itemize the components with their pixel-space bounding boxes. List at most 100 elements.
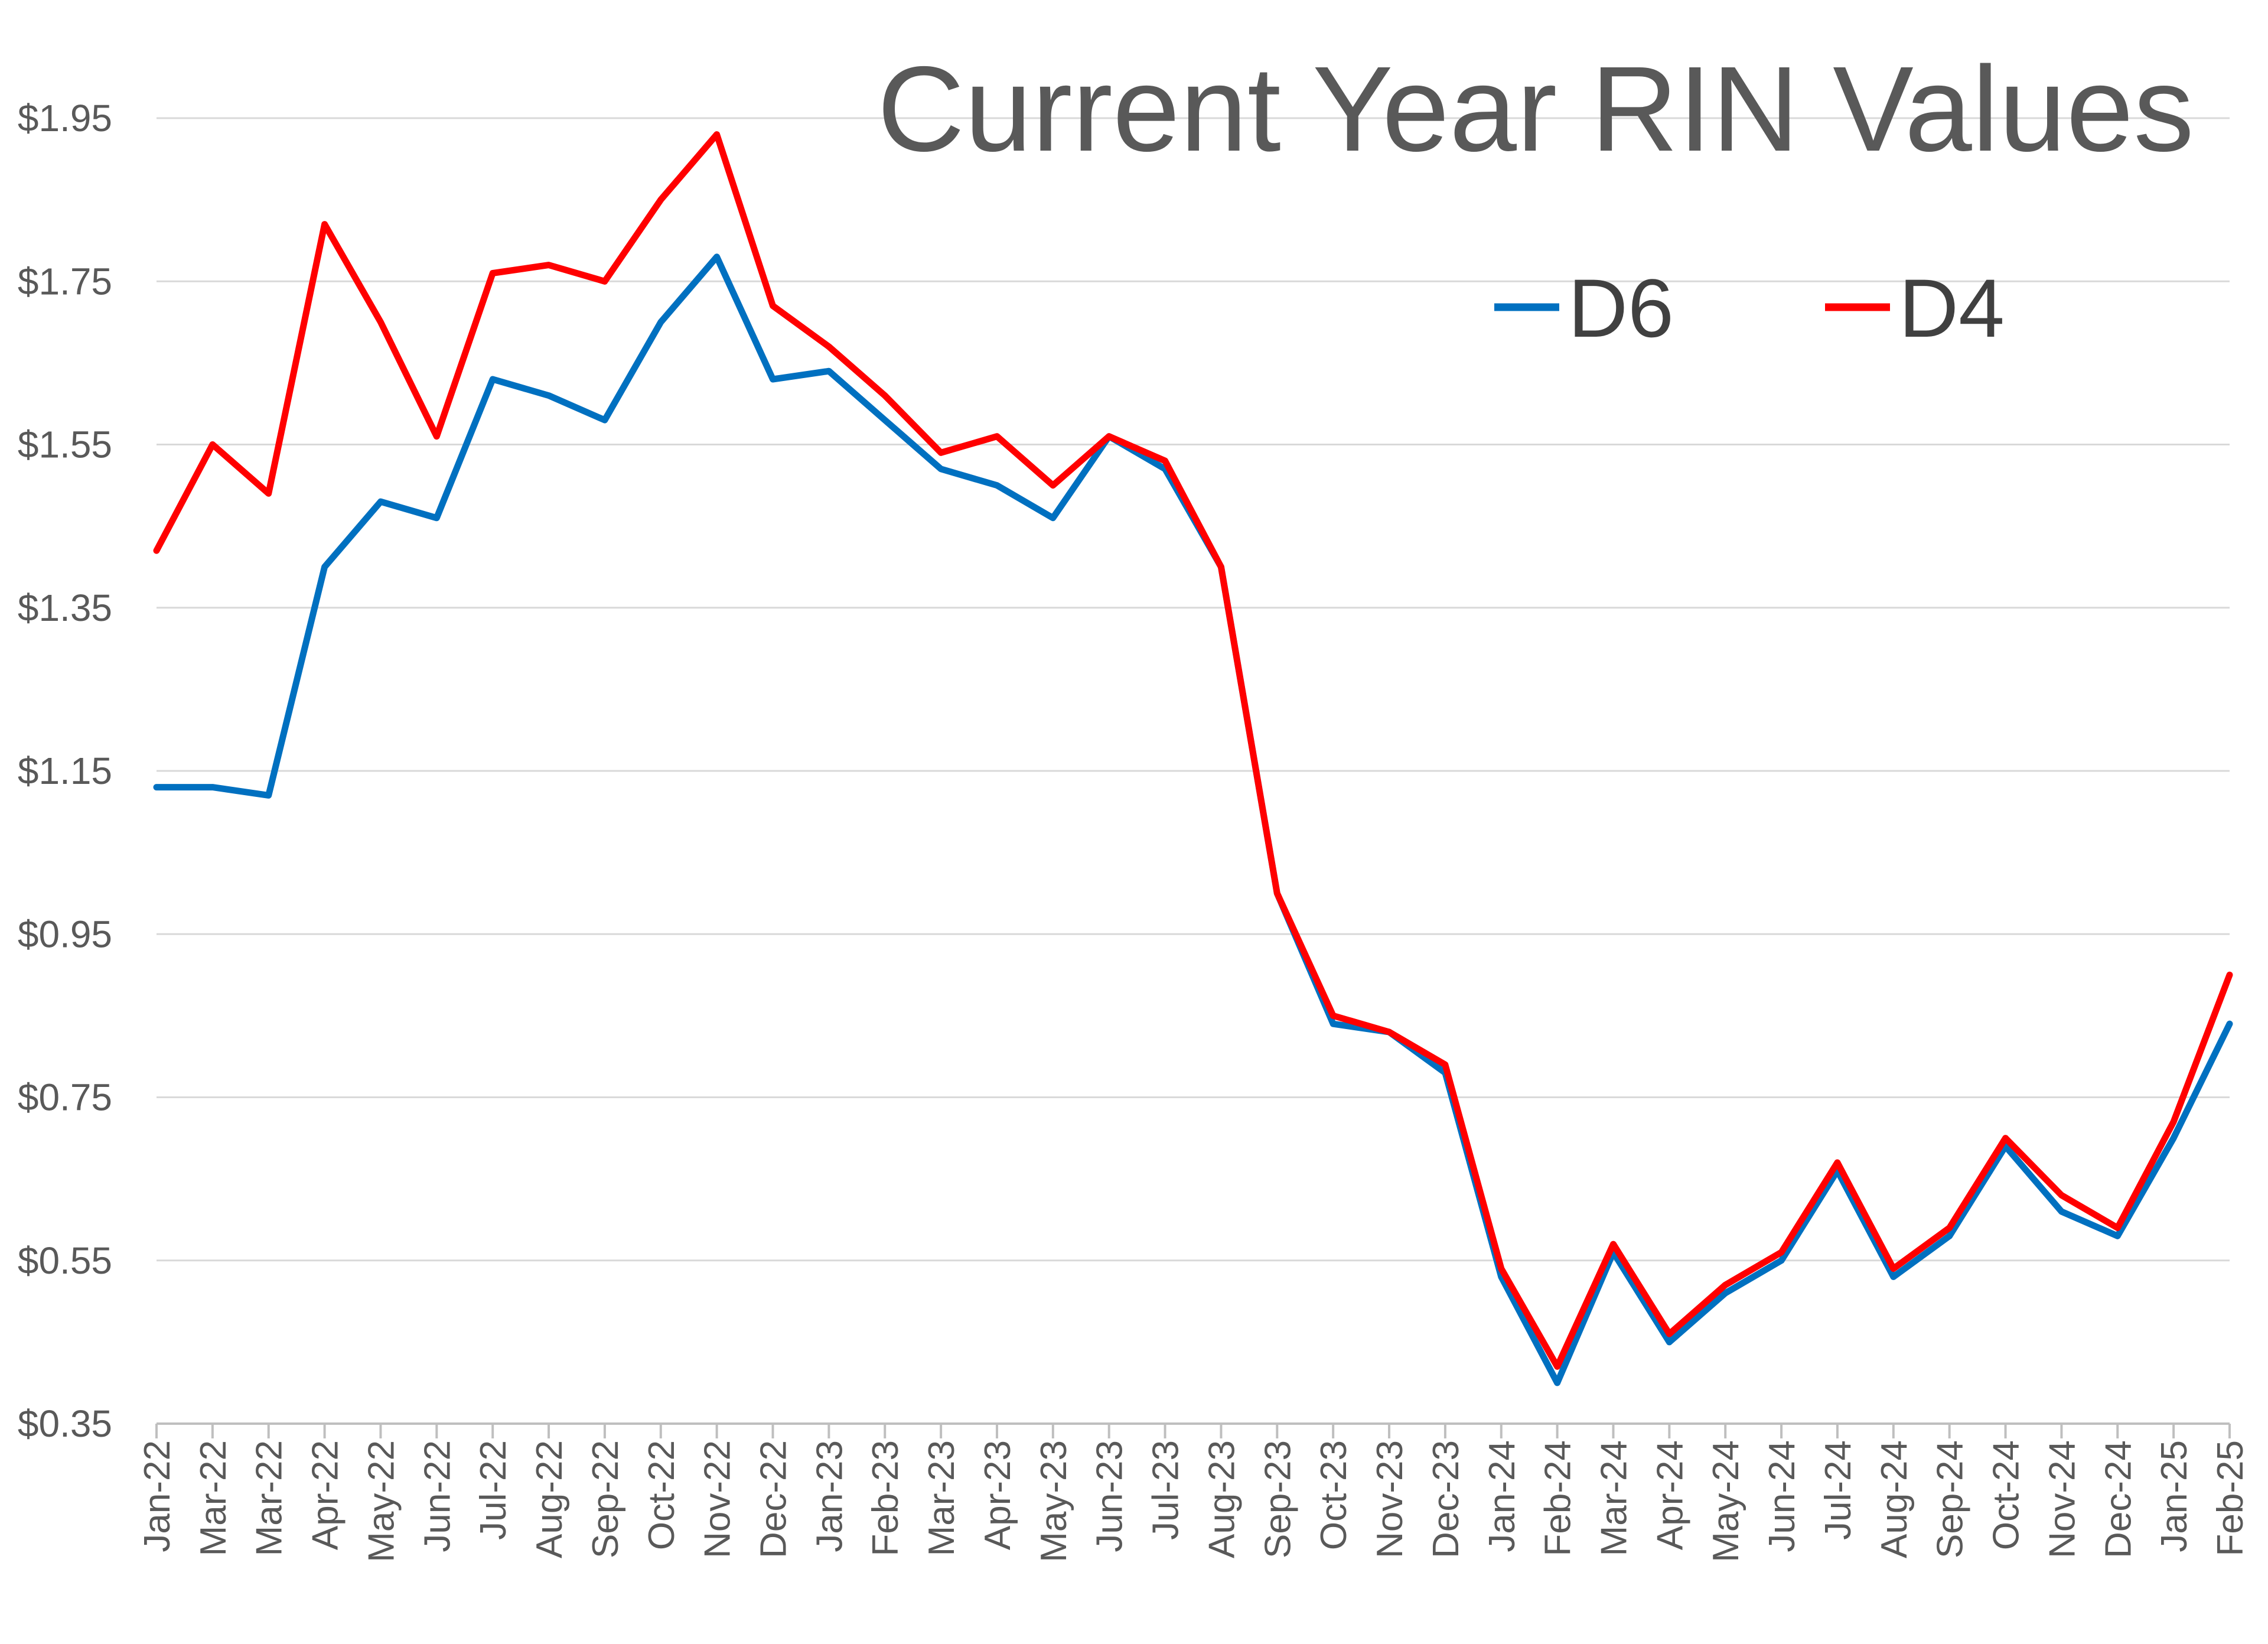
- data-point-d4: [1778, 1249, 1785, 1255]
- x-tick-label: Sep-22: [585, 1440, 626, 1558]
- data-point-d4: [1218, 564, 1224, 570]
- data-point-d4: [1722, 1282, 1729, 1288]
- y-tick-label: $0.55: [18, 1239, 112, 1282]
- y-tick-label: $1.35: [18, 587, 112, 629]
- data-point-d4: [209, 441, 216, 448]
- x-tick-label: Mar-22: [193, 1440, 234, 1556]
- data-point-d4: [1274, 890, 1280, 897]
- legend-label-d6: D6: [1568, 262, 1674, 354]
- data-point-d4: [882, 392, 888, 399]
- x-tick-label: Jul-22: [473, 1440, 514, 1540]
- x-tick-labels: Jan-22 Mar-22 Mar-22 Apr-22 May-22 Jun-22 Jul-…: [137, 1440, 2251, 1562]
- series-d6: [153, 253, 2233, 1386]
- data-point-d4: [1666, 1331, 1673, 1337]
- x-tick-label: Nov-24: [2042, 1440, 2083, 1558]
- x-tick-label: Aug-22: [529, 1440, 570, 1558]
- x-tick-label: Apr-23: [977, 1440, 1018, 1550]
- x-tick-label: Jun-22: [417, 1440, 458, 1552]
- x-tick-label: Jan-24: [1482, 1440, 1523, 1552]
- data-point-d4: [265, 490, 272, 497]
- data-point-d6: [2058, 1208, 2065, 1215]
- x-tick-label: Apr-24: [1650, 1440, 1690, 1550]
- data-point-d4: [993, 433, 1000, 440]
- x-tick-label: Feb-25: [2210, 1440, 2251, 1556]
- data-point-d6: [546, 392, 552, 399]
- x-tick-label: Sep-23: [1257, 1440, 1298, 1558]
- data-point-d6: [154, 784, 159, 790]
- x-tick-label: Dec-23: [1426, 1440, 1467, 1558]
- data-point-d6: [490, 376, 496, 382]
- data-point-d4: [2058, 1192, 2065, 1199]
- data-point-d4: [2227, 972, 2233, 978]
- data-point-d6: [938, 465, 944, 472]
- x-tick-label: Jul-23: [1146, 1440, 1187, 1540]
- data-point-d4: [1610, 1241, 1617, 1248]
- y-tick-label: $0.75: [18, 1076, 112, 1119]
- data-point-d4: [601, 278, 608, 285]
- data-point-d4: [2171, 1118, 2177, 1125]
- data-point-d6: [377, 499, 384, 505]
- x-tick-label: Sep-24: [1930, 1440, 1971, 1558]
- y-tick-label: $1.55: [18, 424, 112, 466]
- data-point-d4: [1554, 1363, 1560, 1370]
- y-tick-label: $0.35: [18, 1402, 112, 1445]
- x-tick-label: May-22: [361, 1440, 402, 1562]
- x-tick-label: Feb-24: [1538, 1440, 1579, 1556]
- data-point-d4: [434, 433, 440, 440]
- data-point-d6: [2227, 1021, 2233, 1027]
- data-point-d6: [657, 319, 664, 325]
- data-point-d6: [1330, 1021, 1337, 1027]
- data-point-d4: [1498, 1265, 1504, 1272]
- y-tick-label: $0.95: [18, 913, 112, 955]
- data-point-d6: [2114, 1233, 2121, 1239]
- data-point-d4: [1330, 1013, 1337, 1019]
- series-line-d6: [153, 253, 2233, 1386]
- x-tick-label: Jan-23: [809, 1440, 850, 1552]
- data-point-d6: [321, 564, 328, 570]
- x-tick-label: Apr-22: [305, 1440, 346, 1550]
- legend: D6 D4: [1494, 262, 2005, 354]
- series-lines: [153, 131, 2233, 1386]
- data-point-d4: [1442, 1062, 1448, 1068]
- data-point-d6: [882, 417, 888, 424]
- x-tick-label: Jun-23: [1090, 1440, 1130, 1552]
- series-line-d4: [153, 131, 2233, 1370]
- series-d4: [153, 131, 2233, 1370]
- data-point-d4: [1050, 482, 1056, 489]
- data-point-d4: [1834, 1160, 1840, 1166]
- data-point-d6: [1946, 1233, 1953, 1239]
- data-point-d4: [490, 270, 496, 276]
- x-tick-label: Oct-23: [1314, 1440, 1354, 1550]
- x-tick-label: Oct-22: [641, 1440, 682, 1550]
- data-point-d6: [770, 376, 776, 382]
- data-point-d4: [1106, 433, 1112, 440]
- data-point-d4: [2114, 1225, 2121, 1231]
- x-tick-label: Aug-24: [1874, 1440, 1915, 1558]
- x-tick-label: Mar-24: [1594, 1440, 1634, 1556]
- legend-label-d4: D4: [1899, 262, 2005, 354]
- data-point-d4: [321, 221, 328, 227]
- x-tick-label: Jan-25: [2154, 1440, 2195, 1552]
- x-tick-label: Oct-24: [1986, 1440, 2027, 1550]
- data-point-d6: [1722, 1290, 1729, 1296]
- data-point-d6: [601, 417, 608, 424]
- data-point-d4: [1946, 1225, 1953, 1231]
- data-point-d4: [770, 302, 776, 309]
- x-tick-label: Nov-23: [1370, 1440, 1410, 1558]
- data-point-d4: [713, 131, 720, 138]
- data-point-d4: [938, 450, 944, 456]
- data-point-d6: [1666, 1339, 1673, 1345]
- data-point-d4: [154, 548, 159, 554]
- x-tick-label: Mar-23: [921, 1440, 962, 1556]
- x-tick-label: Nov-22: [698, 1440, 738, 1558]
- data-point-d4: [1162, 458, 1168, 464]
- data-point-d4: [657, 197, 664, 203]
- x-tick-label: May-24: [1706, 1440, 1746, 1562]
- x-axis: [155, 1422, 2231, 1438]
- data-point-d4: [377, 319, 384, 325]
- data-point-d6: [434, 515, 440, 521]
- data-point-d6: [1050, 515, 1056, 521]
- x-tick-label: Jan-22: [137, 1440, 178, 1552]
- x-tick-label: May-23: [1034, 1440, 1074, 1562]
